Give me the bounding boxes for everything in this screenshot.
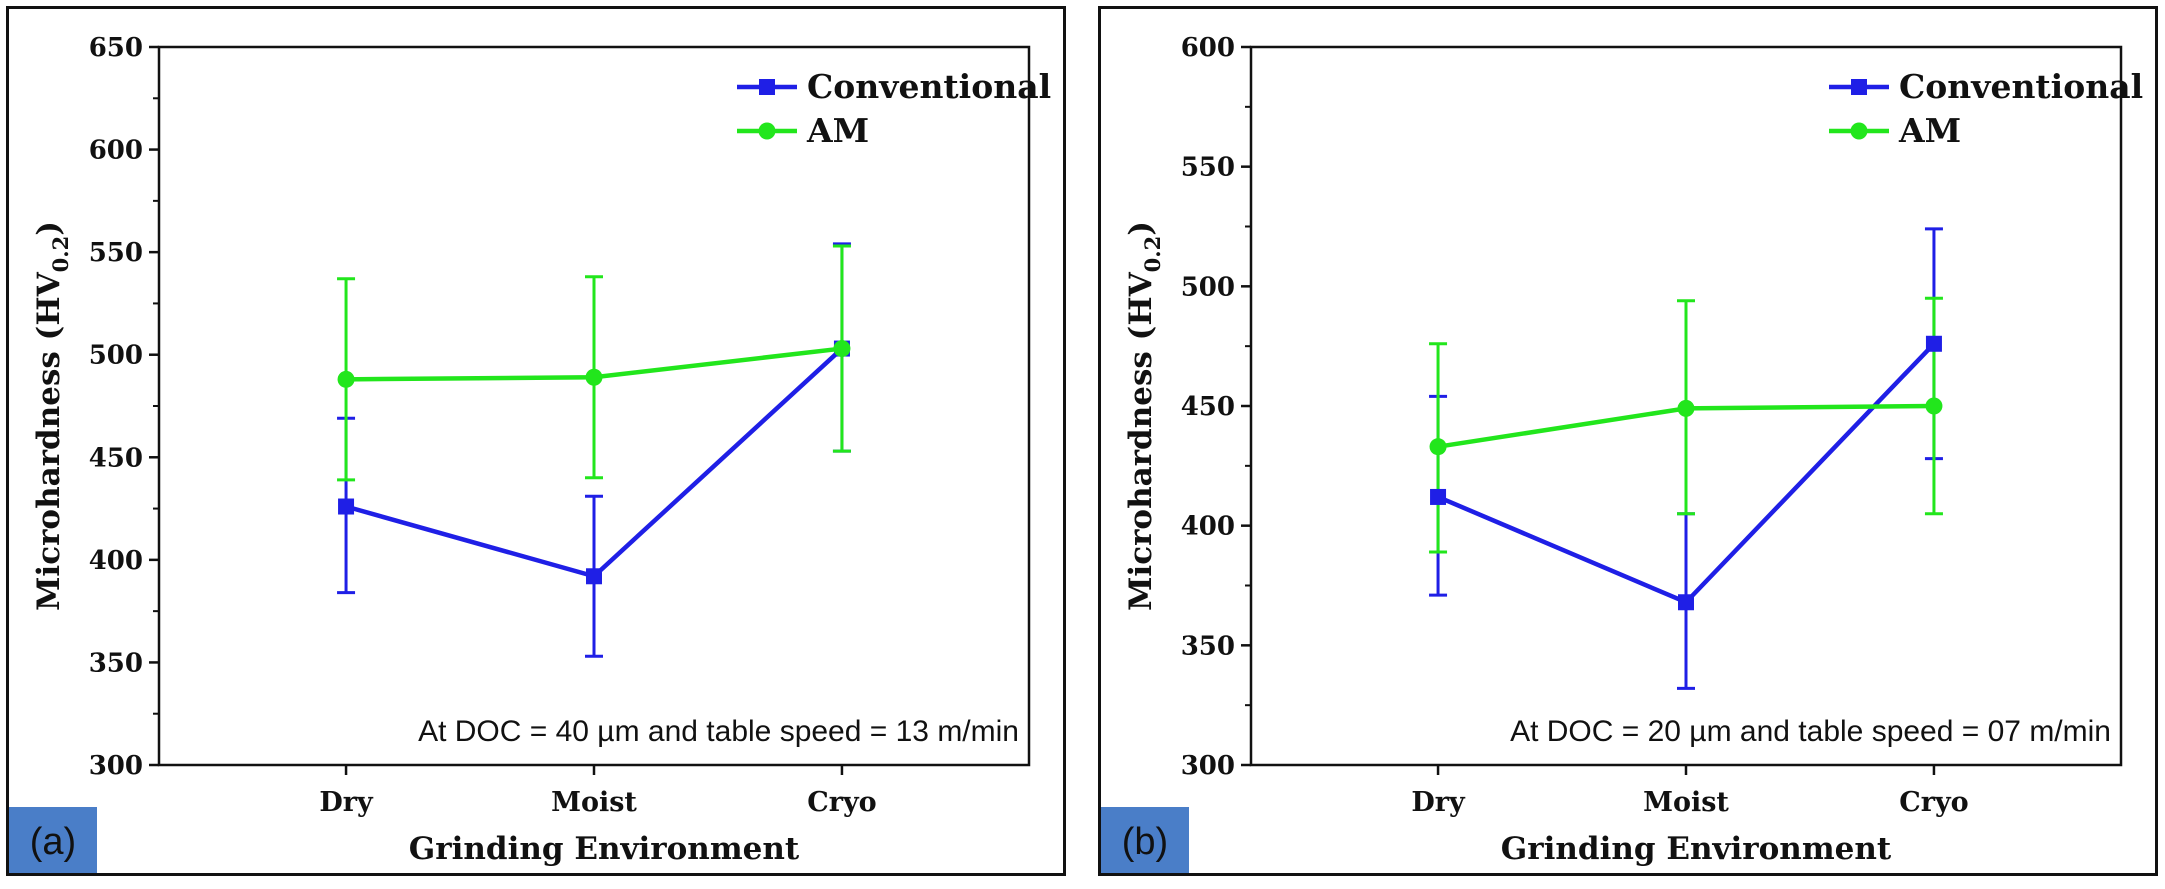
y-tick-label: 300 xyxy=(89,751,143,781)
x-tick-label: Moist xyxy=(551,787,637,818)
panel-tag-box xyxy=(1101,807,1189,873)
y-axis-title-main: Microhardness (HV xyxy=(31,271,67,611)
x-tick-label: Dry xyxy=(319,787,374,818)
y-axis-title: Microhardness (HV0.2) xyxy=(1123,221,1165,611)
x-tick-label: Cryo xyxy=(1899,787,1968,818)
chart-svg-b: 300 350 400 450 500 550 600 Dry Moist CryoGrindin… xyxy=(1101,33,2143,873)
data-point-conventional xyxy=(338,498,355,515)
data-point-am xyxy=(1925,397,1943,415)
y-axis-title-main: Microhardness (HV xyxy=(1123,271,1159,611)
y-tick-label: 350 xyxy=(1181,631,1235,661)
y-axis-title-subscript: 0.2 xyxy=(1140,236,1165,273)
legend-marker-am xyxy=(758,122,776,140)
x-tick-label: Cryo xyxy=(807,787,876,818)
y-tick-label: 400 xyxy=(89,546,143,576)
x-axis-title: Grinding Environment xyxy=(1501,831,1892,867)
data-point-am xyxy=(1429,438,1447,456)
y-tick-label: 400 xyxy=(1181,512,1235,542)
chart-svg-a: 300 350 400 450 500 550 600 650 Dry Moist CryoGrin… xyxy=(9,33,1051,873)
y-tick-label: 550 xyxy=(89,238,143,268)
y-tick-label: 450 xyxy=(89,443,143,473)
legend-marker-conventional xyxy=(759,79,775,95)
y-tick-label: 500 xyxy=(1181,272,1235,302)
data-point-conventional xyxy=(1925,335,1942,352)
legend-label-am: AM xyxy=(806,111,869,150)
data-point-am xyxy=(585,368,603,386)
panel-tag-box xyxy=(9,807,97,873)
x-axis-title: Grinding Environment xyxy=(409,831,800,867)
data-point-am xyxy=(1677,399,1695,417)
legend-label-conventional: Conventional xyxy=(1899,67,2143,106)
legend-label-conventional: Conventional xyxy=(807,67,1051,106)
y-tick-label: 500 xyxy=(89,341,143,371)
y-axis-title-close: ) xyxy=(1123,221,1159,236)
data-point-am xyxy=(337,370,355,388)
panel-tag-label: (b) xyxy=(1122,821,1168,863)
annotation-text: At DOC = 40 µm and table speed = 13 m/mi… xyxy=(418,715,1019,748)
x-tick-label: Dry xyxy=(1411,787,1466,818)
data-point-am xyxy=(833,340,851,358)
legend-marker-conventional xyxy=(1851,79,1867,95)
chart-panel-b: 300 350 400 450 500 550 600 Dry Moist Cryo Grindin… xyxy=(1098,6,2158,876)
y-tick-label: 450 xyxy=(1181,392,1235,422)
data-point-conventional xyxy=(1678,594,1694,611)
annotation-text: At DOC = 20 µm and table speed = 07 m/mi… xyxy=(1510,715,2111,748)
y-tick-label: 550 xyxy=(1181,153,1235,183)
y-tick-label: 650 xyxy=(89,33,143,63)
y-tick-label: 350 xyxy=(89,648,143,678)
legend-label-am: AM xyxy=(1898,111,1961,150)
y-tick-label: 300 xyxy=(1181,751,1235,781)
y-axis-title-close: ) xyxy=(31,221,67,236)
y-tick-label: 600 xyxy=(89,136,143,166)
y-tick-label: 600 xyxy=(1181,33,1235,63)
legend-marker-am xyxy=(1850,122,1868,140)
y-axis-title-subscript: 0.2 xyxy=(48,236,73,273)
panel-tag-label: (a) xyxy=(30,821,76,863)
y-axis-title: Microhardness (HV0.2) xyxy=(31,221,73,611)
chart-panel-a: 300 350 400 450 500 550 600 650 Dry Moist Cryo Grin… xyxy=(6,6,1066,876)
x-tick-label: Moist xyxy=(1643,787,1729,818)
data-point-conventional xyxy=(1430,488,1447,505)
data-point-conventional xyxy=(586,568,602,585)
